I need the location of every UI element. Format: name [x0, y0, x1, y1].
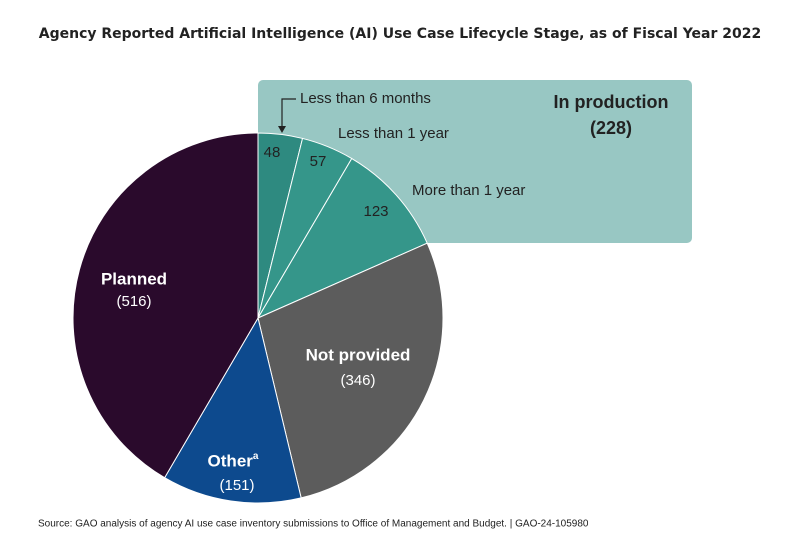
pie-slice — [257, 242, 444, 499]
pie-slice — [72, 132, 259, 479]
group-value-label: (228) — [590, 118, 632, 138]
category-label: More than 1 year — [412, 182, 525, 199]
category-label: Not provided — [306, 345, 411, 364]
category-label: Planned — [101, 269, 167, 288]
pie — [72, 132, 444, 504]
chart-title: Agency Reported Artificial Intelligence … — [39, 26, 761, 42]
footnote-marker: a — [253, 451, 259, 462]
category-label: Less than 1 year — [338, 125, 449, 142]
value-label: 123 — [363, 203, 388, 220]
category-label: Less than 6 months — [300, 90, 431, 107]
source: Source: GAO analysis of agency AI use ca… — [38, 519, 589, 530]
group-label: In production — [554, 92, 669, 112]
leader-arrow — [278, 126, 286, 133]
value-label: 57 — [310, 153, 327, 170]
pie-slice — [256, 157, 428, 320]
category-label: Othera — [208, 451, 259, 471]
pie-slice — [163, 316, 302, 504]
value-label: 48 — [264, 144, 281, 161]
leader-line — [281, 98, 296, 130]
value-label: (346) — [340, 372, 375, 389]
value-label: (516) — [116, 293, 151, 310]
value-label: (151) — [219, 477, 254, 494]
